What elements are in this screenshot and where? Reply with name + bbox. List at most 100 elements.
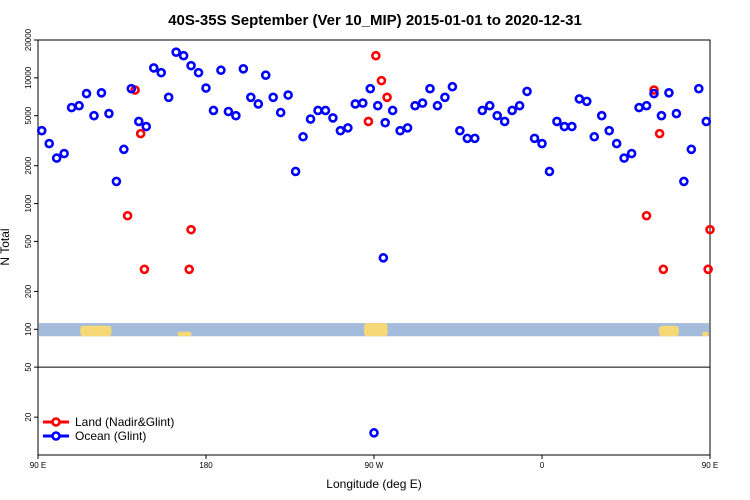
ocean-point [559, 121, 570, 132]
ocean-point [432, 100, 443, 111]
ocean-point [402, 123, 413, 133]
ocean-point [537, 138, 547, 149]
y-axis: 20 50 100 200 500 1000 2000 5000 10000 20000 [24, 28, 38, 422]
ocean-point [686, 144, 697, 155]
y-tick-label: 20000 [24, 28, 33, 51]
land-point [703, 264, 713, 275]
ocean-point [290, 166, 301, 177]
ocean-point [223, 106, 234, 117]
ocean-point [567, 121, 577, 132]
ocean-point [507, 105, 517, 116]
ocean-point [216, 65, 226, 76]
ocean-point [283, 90, 293, 100]
ocean-point [119, 144, 129, 155]
ocean-point [357, 98, 368, 108]
ocean-point [201, 83, 211, 93]
y-tick-label: 200 [24, 284, 33, 298]
plot-frame [37, 39, 711, 456]
y-tick-label: 5000 [24, 106, 33, 124]
ocean-point [380, 117, 391, 128]
ocean-point [425, 83, 435, 94]
ocean-point [104, 108, 114, 119]
ocean-point [596, 110, 607, 121]
ocean-point [156, 67, 166, 78]
x-tick-label: 90 W [365, 461, 384, 470]
ocean-point [328, 113, 338, 123]
ocean-point [44, 138, 55, 149]
ocean-point [626, 148, 637, 159]
ocean-point [193, 67, 204, 78]
ocean-point [369, 428, 379, 438]
land-point [371, 50, 381, 61]
ocean-point [313, 105, 323, 116]
ocean-point [469, 133, 480, 144]
ocean-point [141, 121, 152, 132]
ocean-point [178, 50, 189, 61]
x-tick-label: 0 [540, 461, 545, 470]
ocean-point [641, 100, 652, 111]
land-point [649, 85, 659, 95]
ocean-point [671, 108, 682, 119]
land-strip [39, 323, 709, 337]
ocean-point [74, 100, 84, 111]
legend-land-label: Land (Nadir&Glint) [75, 415, 174, 429]
ocean-point [59, 148, 69, 159]
ocean-point [320, 105, 331, 116]
y-tick-label: 500 [24, 234, 33, 248]
ocean-point [649, 88, 659, 99]
legend-ocean-label: Ocean (Glint) [75, 429, 146, 443]
legend: Land (Nadir&Glint)Ocean (Glint) [43, 415, 174, 443]
ocean-point [343, 123, 353, 133]
land-point [658, 264, 669, 275]
ocean-point [89, 110, 99, 121]
y-tick-label: 100 [24, 322, 33, 336]
ocean-point [36, 125, 47, 136]
land-blob [701, 331, 709, 337]
ocean-point [455, 125, 465, 136]
land-point [184, 264, 194, 275]
x-tick-label: 180 [199, 461, 213, 470]
ocean-point [231, 110, 241, 121]
x-axis-label: Longitude (deg E) [326, 477, 421, 491]
ocean-point [574, 94, 585, 104]
ocean-point [66, 102, 77, 113]
ocean-point [253, 99, 264, 109]
ocean-point [96, 88, 107, 98]
ocean-point [268, 92, 279, 103]
legend-land-marker [51, 417, 61, 427]
x-axis: 90 E 180 90 W 0 90 E [30, 455, 718, 470]
ocean-point [611, 138, 622, 149]
ocean-point [701, 116, 712, 127]
land-point [135, 128, 146, 139]
ocean-point [529, 133, 540, 144]
ocean-point [604, 125, 615, 136]
x-tick-label: 90 E [30, 461, 46, 470]
land-point [186, 224, 196, 235]
ocean-point [499, 116, 510, 127]
ocean-point [410, 100, 420, 111]
ocean-point [163, 92, 174, 103]
ocean-point [440, 92, 450, 103]
ocean-point [522, 86, 532, 97]
ocean-point [378, 253, 389, 263]
y-tick-label: 10000 [24, 66, 33, 89]
ocean-point [447, 81, 458, 92]
land-blob [659, 325, 679, 337]
ocean-point [679, 176, 689, 187]
ocean-point [246, 92, 256, 103]
ocean-point [134, 116, 144, 127]
ocean-point [365, 83, 376, 94]
ocean-point [81, 88, 92, 99]
y-tick-label: 2000 [24, 156, 33, 174]
ocean-point [462, 133, 473, 144]
data-points [36, 47, 715, 438]
y-tick-label: 50 [24, 362, 33, 371]
legend-ocean-marker [51, 431, 61, 441]
ocean-point [589, 131, 600, 142]
land-point [122, 210, 133, 221]
land-blob [80, 325, 112, 337]
y-tick-label: 20 [24, 412, 33, 421]
ocean-point [544, 166, 555, 177]
ocean-point [148, 63, 159, 73]
ocean-point [186, 60, 196, 71]
